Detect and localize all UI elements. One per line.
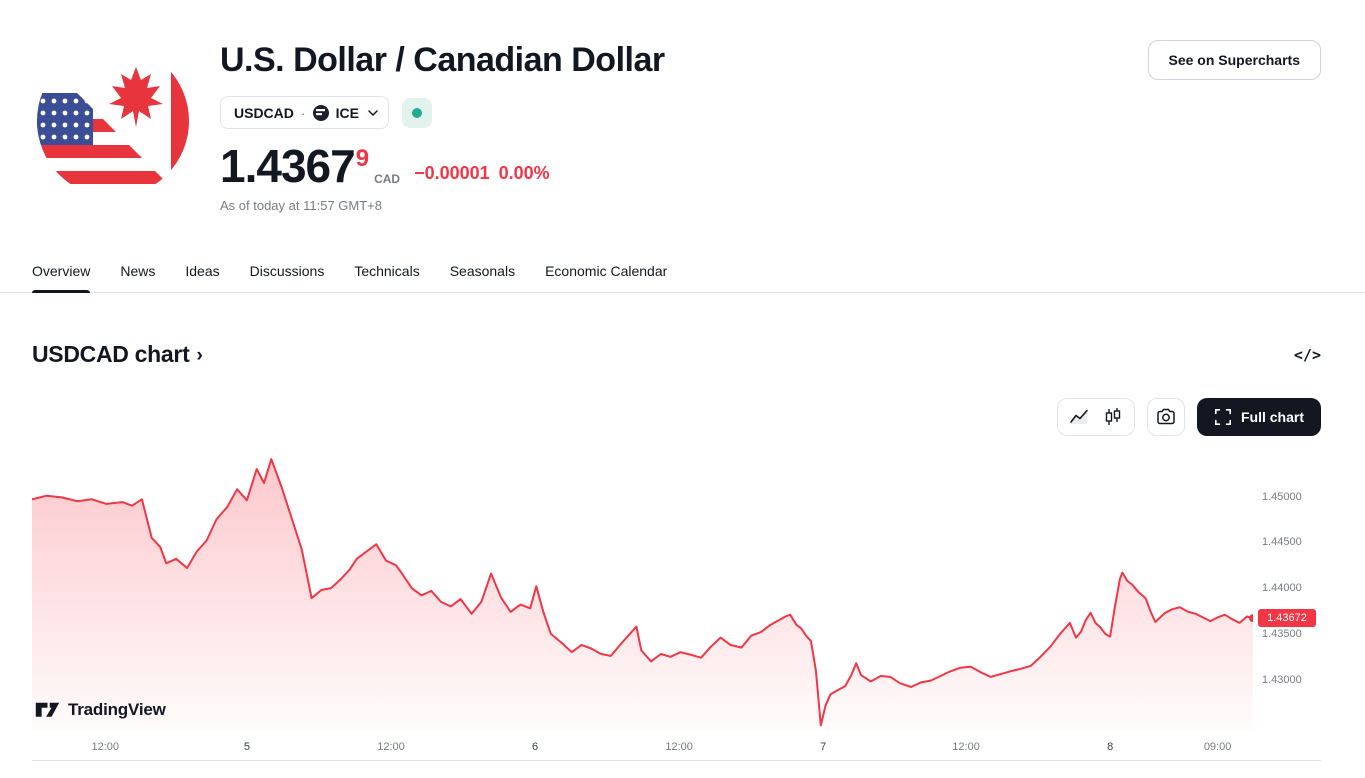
full-chart-label: Full chart bbox=[1240, 409, 1304, 425]
y-axis-label: 1.44000 bbox=[1262, 582, 1302, 595]
chevron-right-icon[interactable]: › bbox=[196, 344, 203, 366]
currency-label: CAD bbox=[374, 172, 401, 186]
y-axis-label: 1.44500 bbox=[1262, 536, 1302, 549]
section-divider bbox=[32, 760, 1321, 761]
area-chart-icon[interactable] bbox=[1063, 402, 1095, 432]
change-percent: 0.00% bbox=[498, 163, 550, 183]
y-axis[interactable]: 1.45000 1.44500 1.44000 1.43500 1.43000 bbox=[1262, 449, 1321, 730]
area-chart[interactable] bbox=[32, 449, 1253, 730]
x-axis-label: 6 bbox=[531, 741, 539, 753]
embed-code-icon[interactable]: </> bbox=[1293, 345, 1321, 364]
tab-overview[interactable]: Overview bbox=[32, 251, 91, 293]
exchange-logo-icon bbox=[312, 104, 329, 121]
last-price: 1.43679 bbox=[220, 140, 369, 192]
price-chart[interactable]: 1.45000 1.44500 1.44000 1.43500 1.43000 1.43… bbox=[32, 449, 1321, 760]
x-axis-label: 7 bbox=[820, 741, 827, 753]
last-price-badge: 1.43672 bbox=[1258, 609, 1316, 628]
symbol-label: USDCAD bbox=[234, 104, 294, 121]
price-superscript: 9 bbox=[355, 145, 369, 172]
x-axis[interactable]: 12:00 5 12:00 6 12:00 7 12:00 8 09:00 bbox=[32, 740, 1253, 756]
x-axis-label: 8 bbox=[1107, 741, 1114, 753]
as-of-timestamp: As of today at 11:57 GMT+8 bbox=[220, 198, 382, 213]
y-axis-label: 1.43000 bbox=[1262, 673, 1302, 686]
x-axis-label: 12:00 bbox=[91, 741, 120, 753]
symbol-header: See on Supercharts U.S. Dollar / Canadia… bbox=[0, 0, 1365, 213]
tradingview-watermark[interactable]: TradingView bbox=[34, 699, 166, 721]
y-axis-label: 1.45000 bbox=[1262, 490, 1302, 503]
symbol-selector[interactable]: USDCAD · ICE bbox=[220, 96, 389, 129]
x-axis-label: 12:00 bbox=[377, 741, 405, 753]
see-on-supercharts-button[interactable]: See on Supercharts bbox=[1147, 40, 1321, 80]
price-row: 1.43679 CAD −0.00001 0.00% bbox=[220, 143, 1321, 189]
separator: · bbox=[300, 104, 306, 121]
chart-toolbar: Full chart bbox=[32, 398, 1321, 436]
x-axis-label: 5 bbox=[243, 741, 250, 753]
x-axis-label: 09:00 bbox=[1203, 741, 1232, 753]
market-status-chip[interactable] bbox=[401, 97, 432, 128]
tradingview-logo-icon bbox=[34, 699, 61, 721]
chart-section: USDCAD chart › </> Full chart 1.45000 1.4… bbox=[0, 341, 1365, 761]
price-change: −0.00001 0.00% bbox=[414, 163, 550, 184]
fullscreen-icon bbox=[1214, 408, 1232, 426]
full-chart-button[interactable]: Full chart bbox=[1196, 398, 1321, 436]
chart-type-group bbox=[1056, 398, 1135, 436]
page-title: U.S. Dollar / Canadian Dollar bbox=[220, 41, 665, 79]
tab-bar: Overview News Ideas Discussions Technicals Se… bbox=[0, 251, 1365, 293]
chevron-down-icon bbox=[368, 109, 378, 116]
exchange-label: ICE bbox=[335, 104, 359, 121]
tab-news[interactable]: News bbox=[120, 263, 156, 279]
chart-section-title[interactable]: USDCAD chart bbox=[32, 341, 190, 367]
x-axis-label: 12:00 bbox=[665, 741, 693, 753]
tab-ideas[interactable]: Ideas bbox=[185, 263, 220, 279]
tab-discussions[interactable]: Discussions bbox=[249, 263, 325, 279]
x-axis-label: 12:00 bbox=[952, 741, 980, 753]
candles-chart-icon[interactable] bbox=[1097, 402, 1129, 432]
market-open-dot-icon bbox=[411, 107, 422, 118]
usdcad-flag-icon bbox=[37, 45, 189, 197]
tab-economic-calendar[interactable]: Economic Calendar bbox=[545, 263, 668, 279]
tab-technicals[interactable]: Technicals bbox=[354, 263, 420, 279]
tab-seasonals[interactable]: Seasonals bbox=[449, 263, 516, 279]
watermark-label: TradingView bbox=[68, 700, 166, 719]
y-axis-label: 1.43500 bbox=[1262, 627, 1302, 640]
change-value: −0.00001 bbox=[414, 163, 490, 183]
snapshot-camera-button[interactable] bbox=[1146, 398, 1185, 436]
